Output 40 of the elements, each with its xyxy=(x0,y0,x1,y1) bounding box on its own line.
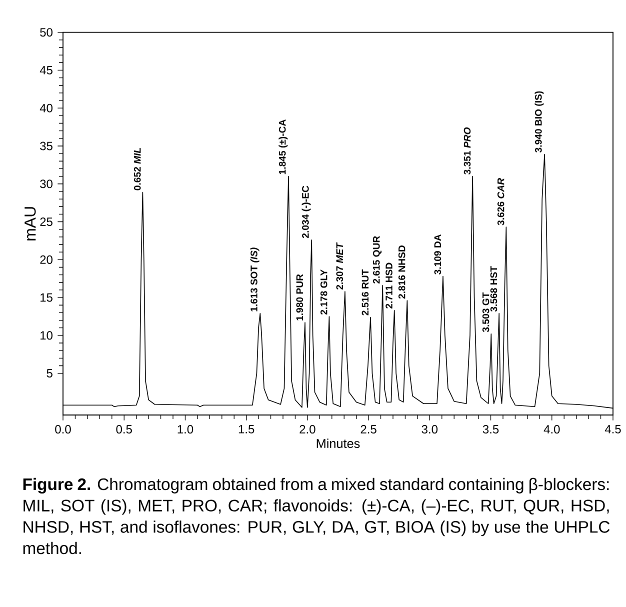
y-tick-label: 30 xyxy=(40,180,52,188)
annotation: 3.503 GT xyxy=(482,292,490,332)
x-tick-label: 2.0 xyxy=(300,425,316,434)
annotation: 2.307 MET xyxy=(336,242,344,290)
annotation: 2.516 RUT xyxy=(362,269,369,316)
annotation: 3.568 HST xyxy=(490,266,498,312)
annotation: 0.652 MIL xyxy=(134,148,141,190)
x-axis-title: Minutes xyxy=(316,438,360,448)
y-tick-label: 45 xyxy=(40,66,52,74)
x-tick-label: 0.0 xyxy=(55,425,71,434)
y-tick-label: 20 xyxy=(40,255,52,264)
y-tick-label: 15 xyxy=(40,293,52,302)
annotation: 3.626 CAR xyxy=(497,178,504,226)
x-tick-label: 4.0 xyxy=(544,425,560,434)
y-tick-label: 5 xyxy=(46,369,52,378)
x-tick-label: 3.5 xyxy=(482,425,499,434)
annotation: 2.178 GLY xyxy=(320,269,328,315)
y-axis-title: mAU xyxy=(24,207,36,240)
x-tick-label: 4.5 xyxy=(604,425,621,434)
annotation: 3.109 DA xyxy=(434,234,442,274)
annotation: 2.615 QUR xyxy=(372,236,382,284)
annotation: 1.613 SOT (IS) xyxy=(250,248,260,312)
x-tick-label: 1.5 xyxy=(238,425,254,434)
annotation: 3.351 PRO xyxy=(464,127,471,174)
x-tick-label: 0.5 xyxy=(116,425,132,434)
x-tick-label: 1.0 xyxy=(178,425,194,434)
annotation: 1.980 PUR xyxy=(296,274,304,320)
y-tick-label: 40 xyxy=(40,104,52,112)
y-tick-label: 35 xyxy=(40,142,52,150)
y-tick-label: 50 xyxy=(40,28,52,37)
y-tick-label: 10 xyxy=(40,331,52,340)
annotation: 1.845 (±)-CA xyxy=(278,120,288,174)
annotation: 2.034 (-)-EC xyxy=(302,186,311,238)
y-tick-label: 25 xyxy=(40,218,52,226)
x-tick-label: 2.5 xyxy=(360,425,376,434)
text: Figure 2. Chromatogram obtained from a mixed standard containing β-blockers: MIL, SOT (IS), MET, PRO, CAR; flavonoids: (±)-CA, (–)-EC, RUT, QUR, HSD, NHSD, HST, and isoflavones: PUR, GLY, DA, GT, BIOA (IS) by use the UHPLC method. xyxy=(23,478,610,554)
annotation: 3.940 BIO (IS) xyxy=(534,91,544,152)
x-tick-label: 3.0 xyxy=(422,425,438,434)
annotation: 2.816 NHSD xyxy=(398,246,406,299)
annotation: 2.711 HSD xyxy=(386,262,392,308)
